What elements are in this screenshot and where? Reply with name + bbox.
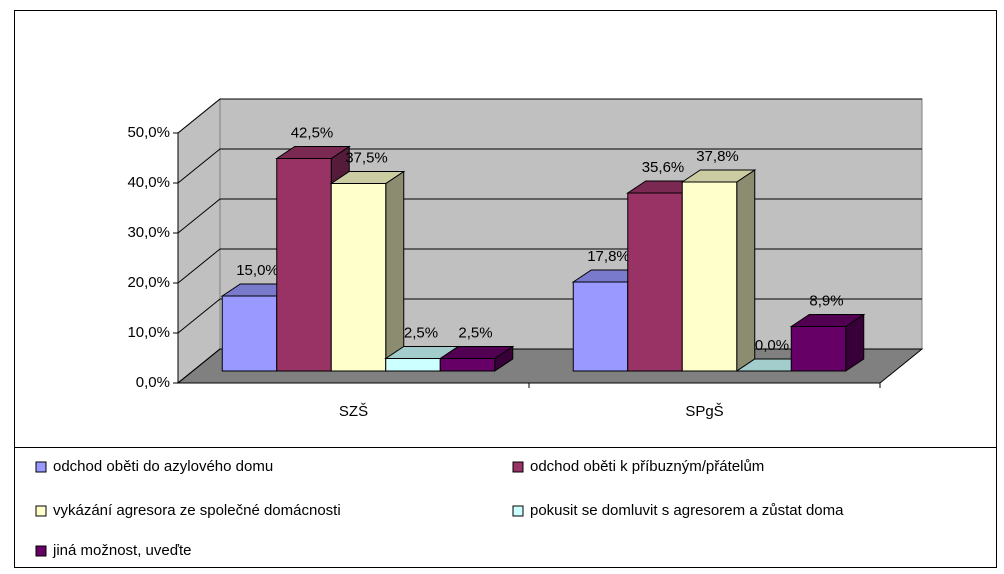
y-tick-label: 10,0% bbox=[127, 324, 170, 341]
bar-front bbox=[627, 192, 683, 372]
grid-line bbox=[177, 98, 922, 134]
value-label: 8,9% bbox=[809, 292, 843, 309]
bar-front bbox=[385, 358, 441, 372]
bar-front bbox=[330, 183, 387, 372]
y-tick-label: 20,0% bbox=[127, 274, 170, 291]
bar-front bbox=[221, 295, 278, 372]
legend-swatch bbox=[512, 505, 524, 517]
value-label: 37,8% bbox=[696, 148, 739, 165]
value-label: 2,5% bbox=[458, 324, 492, 341]
legend-label: jiná možnost, uveďte bbox=[52, 542, 191, 559]
legend-label: odchod oběti do azylového domu bbox=[53, 458, 273, 475]
legend-swatch bbox=[512, 461, 524, 473]
bar-front bbox=[276, 158, 332, 372]
bar-front bbox=[439, 358, 496, 372]
value-label: 15,0% bbox=[236, 262, 279, 279]
y-tick-label: 40,0% bbox=[127, 174, 170, 191]
bar bbox=[680, 169, 757, 372]
bar bbox=[438, 345, 515, 372]
value-label: 42,5% bbox=[291, 124, 334, 141]
bar-front bbox=[681, 181, 738, 372]
value-label: 17,8% bbox=[587, 248, 630, 265]
legend-swatch bbox=[35, 545, 47, 557]
bar-side bbox=[385, 170, 405, 372]
legend-swatch bbox=[35, 505, 47, 517]
bar-front bbox=[572, 281, 629, 372]
y-tick-label: 30,0% bbox=[127, 224, 170, 241]
legend-label: pokusit se domluvit s agresorem a zůstat… bbox=[530, 502, 844, 519]
x-tick-label: SZŠ bbox=[339, 403, 368, 420]
bar-front bbox=[790, 326, 847, 372]
y-tick-label: 50,0% bbox=[127, 124, 170, 141]
value-label: 0,0% bbox=[755, 337, 789, 354]
value-label: 35,6% bbox=[642, 159, 685, 176]
x-tick-label: SPgŠ bbox=[685, 403, 723, 420]
bar bbox=[329, 170, 406, 372]
value-label: 37,5% bbox=[345, 149, 388, 166]
bar-side bbox=[736, 169, 756, 372]
legend-label: vykázání agresora ze společné domácnosti bbox=[53, 502, 341, 519]
legend-label: odchod oběti k příbuzným/přátelům bbox=[530, 458, 764, 475]
legend-swatch bbox=[35, 461, 47, 473]
side-wall bbox=[177, 97, 221, 385]
legend-box bbox=[14, 447, 997, 568]
value-label: 2,5% bbox=[404, 324, 438, 341]
grid-line bbox=[177, 148, 922, 184]
y-tick-label: 0,0% bbox=[136, 374, 170, 391]
bar bbox=[789, 313, 866, 372]
